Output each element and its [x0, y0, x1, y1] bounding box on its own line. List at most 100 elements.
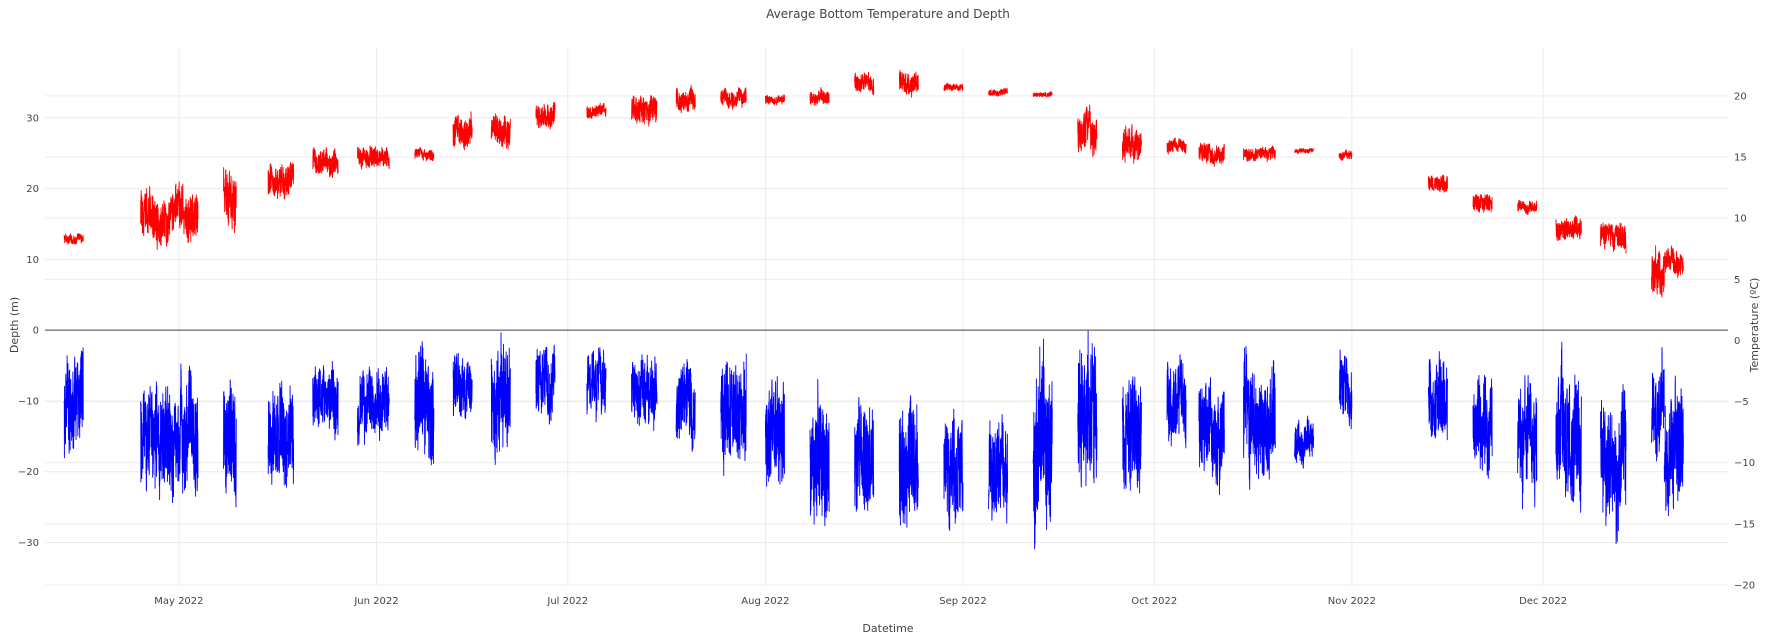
temperature-trace: [764, 94, 785, 106]
x-tick-label: Dec 2022: [1519, 596, 1567, 607]
x-tick-label: Oct 2022: [1131, 596, 1177, 607]
chart-title: Average Bottom Temperature and Depth: [766, 7, 1010, 21]
left-y-tick-label: −10: [18, 396, 39, 407]
left-y-tick-label: 30: [26, 113, 39, 124]
temperature-trace: [1427, 174, 1448, 193]
depth-trace: [1243, 345, 1276, 490]
depth-trace: [267, 380, 295, 488]
right-y-tick-label: −20: [1734, 581, 1755, 592]
depth-trace: [586, 347, 607, 423]
depth-trace: [535, 344, 556, 425]
depth-trace: [414, 341, 435, 466]
temperature-trace: [140, 181, 199, 250]
right-y-tick-label: 15: [1734, 153, 1747, 164]
depth-trace: [1517, 374, 1538, 510]
temperature-trace: [1600, 222, 1627, 254]
depth-trace: [312, 360, 339, 441]
temperature-trace: [535, 102, 556, 130]
right-y-tick-label: 20: [1734, 91, 1747, 102]
axes: May 2022 Jun 2022 Jul 2022 Aug 2022 Sep 2022…: [18, 91, 1755, 607]
depth-trace: [898, 395, 919, 528]
left-y-tick-label: −20: [18, 467, 39, 478]
temperature-trace: [1555, 215, 1582, 242]
depth-trace: [764, 376, 785, 487]
temperature-trace: [414, 147, 435, 162]
depth-trace: [631, 354, 658, 432]
depth-trace: [675, 359, 696, 452]
left-y-tick-label: 20: [26, 184, 39, 195]
temperature-trace: [1338, 149, 1353, 162]
left-y-tick-label: 0: [33, 326, 39, 337]
temperature-trace: [631, 94, 658, 127]
temperature-trace: [1294, 147, 1315, 155]
temperature-trace: [988, 87, 1009, 97]
temperature-trace: [1651, 245, 1665, 298]
x-tick-label: Sep 2022: [939, 596, 986, 607]
series-temperature: [63, 69, 1684, 298]
temperature-trace: [1517, 199, 1538, 216]
x-tick-label: Jun 2022: [353, 596, 398, 607]
temperature-trace: [586, 102, 607, 119]
temperature-trace: [490, 113, 511, 150]
left-y-tick-label: 10: [26, 255, 39, 266]
depth-trace: [1663, 375, 1684, 517]
depth-trace: [1166, 354, 1187, 449]
left-y-tick-label: −30: [18, 538, 39, 549]
temperature-trace: [63, 233, 84, 245]
right-y-tick-label: −15: [1734, 519, 1755, 530]
depth-trace: [809, 378, 830, 527]
temperature-trace: [452, 111, 473, 151]
depth-trace: [223, 379, 237, 508]
depth-trace: [1121, 376, 1142, 494]
temperature-trace: [312, 146, 339, 179]
depth-trace: [1472, 375, 1493, 479]
depth-trace: [1032, 338, 1053, 550]
depth-trace: [1600, 384, 1627, 545]
temperature-trace: [267, 162, 295, 200]
depth-trace: [140, 363, 199, 503]
temperature-trace: [898, 69, 919, 98]
x-tick-label: Aug 2022: [741, 596, 789, 607]
depth-trace: [1077, 330, 1098, 488]
depth-trace: [854, 396, 875, 512]
temperature-trace: [223, 167, 237, 234]
x-tick-label: May 2022: [154, 596, 203, 607]
series-depth: [63, 330, 1684, 550]
depth-trace: [1294, 415, 1315, 469]
temperature-trace: [1077, 104, 1098, 158]
temperature-trace: [1032, 91, 1053, 98]
depth-trace: [943, 408, 964, 531]
depth-trace: [490, 332, 511, 465]
depth-trace: [1651, 347, 1665, 462]
temperature-trace: [1198, 142, 1225, 167]
temperature-trace: [1243, 145, 1276, 163]
temperature-trace: [809, 87, 830, 106]
depth-trace: [1338, 349, 1353, 430]
depth-trace: [1427, 351, 1448, 441]
right-y-tick-label: 5: [1734, 275, 1740, 286]
depth-trace: [988, 414, 1009, 524]
right-y-tick-label: −5: [1734, 397, 1749, 408]
depth-trace: [356, 366, 390, 446]
right-y-axis-title: Temperature (ºC): [1748, 278, 1761, 374]
right-y-tick-label: 0: [1734, 336, 1740, 347]
temperature-trace: [1166, 137, 1187, 155]
temperature-trace: [356, 145, 390, 170]
depth-trace: [1555, 341, 1582, 513]
left-y-axis-title: Depth (m): [8, 297, 21, 353]
temperature-trace: [720, 87, 747, 110]
depth-trace: [1198, 377, 1225, 496]
x-tick-label: Nov 2022: [1328, 596, 1376, 607]
x-axis-title: Datetime: [862, 622, 913, 635]
depth-trace: [720, 353, 747, 476]
temperature-trace: [1472, 194, 1493, 213]
temperature-trace: [1121, 123, 1142, 164]
series-layer: [63, 69, 1684, 550]
temperature-trace: [675, 84, 696, 114]
temperature-trace: [854, 71, 875, 96]
temperature-trace: [943, 82, 964, 92]
right-y-tick-label: 10: [1734, 214, 1747, 225]
